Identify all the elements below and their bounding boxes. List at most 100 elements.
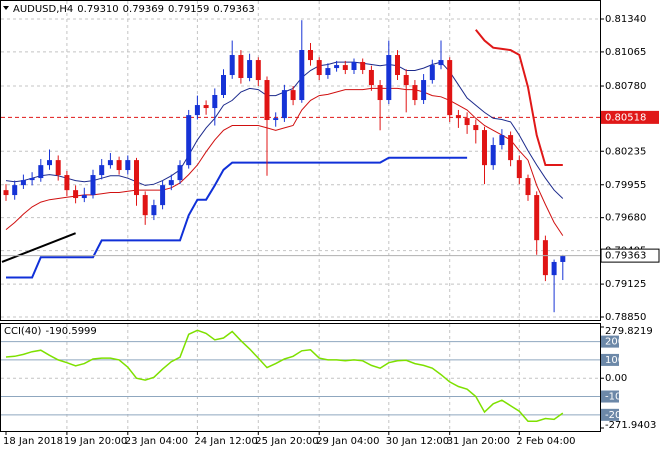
level-label-box (601, 353, 619, 366)
price-level-label: 0.80518 (605, 112, 646, 123)
candle-body (560, 255, 566, 262)
candle-body (482, 130, 487, 166)
candle-body (499, 135, 505, 146)
candle-body (151, 205, 157, 216)
y-tick-label: -200 (605, 410, 628, 421)
x-tick-label: 31 Jan 20:00 (447, 436, 510, 447)
x-tick-label: 29 Jan 04:00 (316, 436, 379, 447)
candle-body (186, 115, 192, 166)
indicator-line (5, 87, 564, 236)
candle-body (81, 195, 87, 199)
grid-layer (1, 1, 604, 435)
candle-body (429, 65, 435, 81)
candle-body (3, 190, 9, 196)
ohlc-value: 0.79369 (123, 4, 164, 15)
level-label-box (601, 335, 619, 348)
y-tick-label: 0.79125 (605, 279, 646, 290)
bid-price-box (600, 248, 660, 263)
candle-body (542, 240, 548, 276)
candle-body (455, 115, 461, 119)
candle-body (438, 60, 444, 66)
candle-body (64, 175, 70, 191)
candle-body (203, 105, 209, 109)
candle-body (229, 55, 235, 76)
candle-body (447, 60, 453, 116)
indicator-title: CCI(40) (4, 326, 42, 337)
candle-body (516, 160, 522, 179)
x-tick-label: 24 Jan 12:00 (194, 436, 257, 447)
text-layer: AUDUSD,H4 CCI(40) 0.81340 0.81065 0.80780 0… (3, 4, 660, 447)
y-tick-label: 0.80235 (605, 146, 646, 157)
candle-body (134, 160, 139, 196)
candle-body (421, 80, 427, 101)
candle-body (386, 55, 392, 101)
x-tick-label: 23 Jan 04:00 (125, 436, 188, 447)
candle-body (403, 75, 409, 86)
x-tick-label: 18 Jan 2018 (3, 436, 63, 447)
symbol-title: AUDUSD,H4 (13, 4, 73, 15)
candle-body (55, 160, 61, 176)
candle-body (116, 160, 122, 171)
y-tick-label: -100 (605, 392, 628, 403)
y-tick-label: 0.79955 (605, 180, 646, 191)
candle-body (12, 185, 18, 196)
candle-body (525, 178, 531, 196)
candle-body (160, 185, 166, 206)
candle-body (194, 105, 200, 116)
cci-line (5, 329, 564, 422)
y-tick-label: 0.00 (605, 373, 627, 384)
price-panel-frame (0, 0, 601, 321)
price-level-box (601, 110, 659, 124)
candle-body (377, 85, 383, 101)
y-tick-label: 0.78850 (605, 312, 646, 323)
candle-body (273, 118, 279, 121)
y-tick-label: 0.79680 (605, 213, 646, 224)
indicator-line (6, 156, 468, 279)
candle-body (107, 160, 113, 166)
candle-body (316, 60, 322, 76)
level-label-box (601, 390, 619, 403)
candle-body (20, 180, 26, 186)
candle-body (177, 165, 183, 181)
ohlc-value: 0.79363 (213, 4, 254, 15)
ohlc-value: 0.79310 (77, 4, 118, 15)
candle-body (255, 60, 261, 81)
y-tick-label: 100 (605, 355, 624, 366)
candle-body (125, 160, 131, 171)
candle-body (551, 261, 557, 276)
candle-body (464, 118, 470, 126)
ohlc-value: 0.79159 (168, 4, 209, 15)
candle-body (47, 160, 52, 166)
candle-body (334, 65, 340, 69)
candle-body (212, 95, 218, 109)
x-tick-label: 30 Jan 12:00 (386, 436, 449, 447)
y-tick-label: 0.81065 (605, 47, 646, 58)
cci-current-value: -190.5999 (45, 326, 96, 337)
candle-body (90, 175, 96, 196)
data-layer (1, 20, 600, 422)
candle-body (264, 80, 270, 121)
y-tick-label: 200 (605, 337, 624, 348)
x-tick-label: 25 Jan 20:00 (255, 436, 318, 447)
candle-body (221, 75, 226, 95)
candle-body (508, 135, 514, 161)
candle-body (29, 178, 35, 181)
candle-body (308, 50, 313, 61)
symbol-menu-arrow[interactable] (3, 6, 9, 10)
level-label-box (601, 408, 619, 421)
candle-body (281, 90, 287, 119)
trend-line (1, 232, 76, 263)
y-tick-label: 0.80780 (605, 81, 646, 92)
candle-body (290, 90, 296, 101)
candle-body (168, 180, 174, 186)
y-tick-label: 279.8219 (605, 326, 653, 337)
candle-body (473, 125, 479, 131)
candle-body (38, 165, 44, 179)
candle-body (342, 65, 348, 70)
x-tick-label: 19 Jan 20:00 (64, 436, 127, 447)
candle-body (412, 85, 418, 101)
candle-body (299, 50, 305, 101)
candle-body (360, 61, 366, 70)
candle-body (351, 61, 357, 70)
